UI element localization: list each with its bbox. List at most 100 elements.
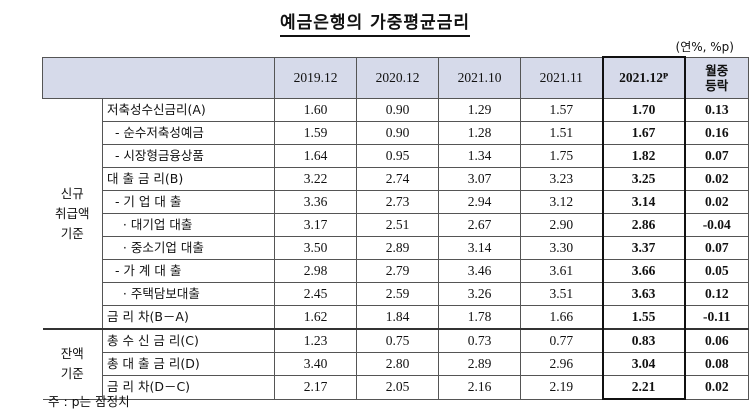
cell-value: 0.90 <box>356 121 439 145</box>
header-col-highlight: 2021.12ᴾ <box>601 56 686 99</box>
row-label: · 대기업 대출 <box>102 213 275 237</box>
row-label: · 중소기업 대출 <box>102 236 275 260</box>
table-row: 금 리 차(D－C) 2.17 2.05 2.16 2.19 2.21 0.02 <box>43 375 749 400</box>
cell-value: 2.59 <box>356 282 439 306</box>
cell-value-change: 0.12 <box>684 282 749 306</box>
row-label: 금 리 차(B－A) <box>102 305 275 330</box>
cell-value: 0.95 <box>356 144 439 168</box>
table-row: - 가 계 대 출 2.98 2.79 3.46 3.61 3.66 0.05 <box>43 259 749 283</box>
cell-value-highlight: 2.21 <box>601 375 686 400</box>
header-blank <box>42 56 275 99</box>
cell-value: 3.12 <box>520 190 603 214</box>
cell-value-highlight: 3.37 <box>601 236 686 260</box>
cell-value-highlight: 3.04 <box>601 352 686 376</box>
group-label: 잔액 기준 <box>42 328 103 400</box>
cell-value: 1.62 <box>274 305 357 330</box>
table-row: 금 리 차(B－A) 1.62 1.84 1.78 1.66 1.55 -0.11 <box>43 305 749 330</box>
group-label: 신규 취급액 기준 <box>42 98 103 330</box>
row-label: - 시장형금융상품 <box>102 144 275 168</box>
cell-value: 1.34 <box>438 144 521 168</box>
cell-value: 1.64 <box>274 144 357 168</box>
cell-value: 1.59 <box>274 121 357 145</box>
row-label: - 순수저축성예금 <box>102 121 275 145</box>
cell-value: 0.77 <box>520 328 603 353</box>
header-col: 2021.10 <box>438 56 521 99</box>
page-title: 예금은행의 가중평균금리 <box>0 8 750 37</box>
row-label: 총 수 신 금 리(C) <box>102 328 275 353</box>
cell-value: 3.46 <box>438 259 521 283</box>
cell-value: 2.19 <box>520 375 603 400</box>
cell-value: 3.17 <box>274 213 357 237</box>
row-label: 총 대 출 금 리(D) <box>102 352 275 376</box>
cell-value: 3.50 <box>274 236 357 260</box>
cell-value-change: 0.07 <box>684 144 749 168</box>
cell-value: 1.29 <box>438 98 521 122</box>
cell-value: 2.16 <box>438 375 521 400</box>
table-row: 잔액 기준 총 수 신 금 리(C) 1.23 0.75 0.73 0.77 0.83 0.0… <box>42 328 749 400</box>
cell-value-change: 0.02 <box>684 190 749 214</box>
table-row: 신규 취급액 기준 저축성수신금리(A) 1.60 0.90 1.29 1.57 1.70 0… <box>42 98 749 330</box>
cell-value: 3.23 <box>520 167 603 191</box>
cell-value: 2.73 <box>356 190 439 214</box>
cell-value: 2.17 <box>274 375 357 400</box>
cell-value: 3.61 <box>520 259 603 283</box>
cell-value-change: 0.06 <box>684 328 749 353</box>
unit-label: (연%, %p) <box>675 40 734 54</box>
footnote: 주 : p는 잠정치 <box>48 394 130 409</box>
cell-value: 2.89 <box>356 236 439 260</box>
cell-value: 1.60 <box>274 98 357 122</box>
header-col: 2020.12 <box>356 56 439 99</box>
cell-value: 2.51 <box>356 213 439 237</box>
cell-value: 0.90 <box>356 98 439 122</box>
table-row: · 중소기업 대출 3.50 2.89 3.14 3.30 3.37 0.07 <box>43 236 749 260</box>
cell-value-change: 0.16 <box>684 121 749 145</box>
table-row: - 순수저축성예금 1.59 0.90 1.28 1.51 1.67 0.16 <box>43 121 749 145</box>
cell-value: 1.78 <box>438 305 521 330</box>
header-col: 2021.11 <box>520 56 603 99</box>
cell-value-highlight: 3.63 <box>601 282 686 306</box>
cell-value-change: 0.02 <box>684 167 749 191</box>
cell-value-highlight: 3.66 <box>601 259 686 283</box>
page-title-text: 예금은행의 가중평균금리 <box>280 13 470 37</box>
table-row: - 기 업 대 출 3.36 2.73 2.94 3.12 3.14 0.02 <box>43 190 749 214</box>
cell-value: 1.28 <box>438 121 521 145</box>
table-row: 대 출 금 리(B) 3.22 2.74 3.07 3.23 3.25 0.02 <box>43 167 749 191</box>
cell-value: 3.07 <box>438 167 521 191</box>
cell-value-highlight: 3.14 <box>601 190 686 214</box>
cell-value: 3.51 <box>520 282 603 306</box>
cell-value-change: -0.11 <box>684 305 749 330</box>
row-label: - 가 계 대 출 <box>102 259 275 283</box>
cell-value-highlight: 3.25 <box>601 167 686 191</box>
cell-value: 0.73 <box>438 328 521 353</box>
header-col: 2019.12 <box>274 56 357 99</box>
row-label: 금 리 차(D－C) <box>102 375 275 400</box>
cell-value: 1.75 <box>520 144 603 168</box>
cell-value: 1.23 <box>274 328 357 353</box>
table-row: · 주택담보대출 2.45 2.59 3.26 3.51 3.63 0.12 <box>43 282 749 306</box>
cell-value-highlight: 1.55 <box>601 305 686 330</box>
cell-value-change: 0.05 <box>684 259 749 283</box>
table-row: - 시장형금융상품 1.64 0.95 1.34 1.75 1.82 0.07 <box>43 144 749 168</box>
row-label: 저축성수신금리(A) <box>102 98 275 122</box>
cell-value: 3.14 <box>438 236 521 260</box>
cell-value: 3.40 <box>274 352 357 376</box>
cell-value-change: 0.13 <box>684 98 749 122</box>
cell-value: 3.22 <box>274 167 357 191</box>
cell-value: 2.89 <box>438 352 521 376</box>
header-col-change: 월중 등락 <box>684 56 749 99</box>
row-label: · 주택담보대출 <box>102 282 275 306</box>
cell-value: 2.80 <box>356 352 439 376</box>
cell-value: 2.45 <box>274 282 357 306</box>
cell-value: 2.98 <box>274 259 357 283</box>
table-row: 총 대 출 금 리(D) 3.40 2.80 2.89 2.96 3.04 0.08 <box>43 352 749 376</box>
cell-value-highlight: 1.67 <box>601 121 686 145</box>
cell-value-change: 0.08 <box>684 352 749 376</box>
table-body: 신규 취급액 기준 저축성수신금리(A) 1.60 0.90 1.29 1.57 1.70 0… <box>42 98 749 400</box>
cell-value: 1.84 <box>356 305 439 330</box>
cell-value: 1.66 <box>520 305 603 330</box>
cell-value: 2.05 <box>356 375 439 400</box>
cell-value-highlight: 2.86 <box>601 213 686 237</box>
cell-value-highlight: 1.82 <box>601 144 686 168</box>
cell-value-change: 0.02 <box>684 375 749 400</box>
header-row: 2019.12 2020.12 2021.10 2021.11 2021.12ᴾ… <box>42 56 749 99</box>
